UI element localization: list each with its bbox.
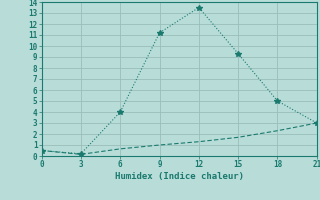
X-axis label: Humidex (Indice chaleur): Humidex (Indice chaleur) <box>115 172 244 181</box>
